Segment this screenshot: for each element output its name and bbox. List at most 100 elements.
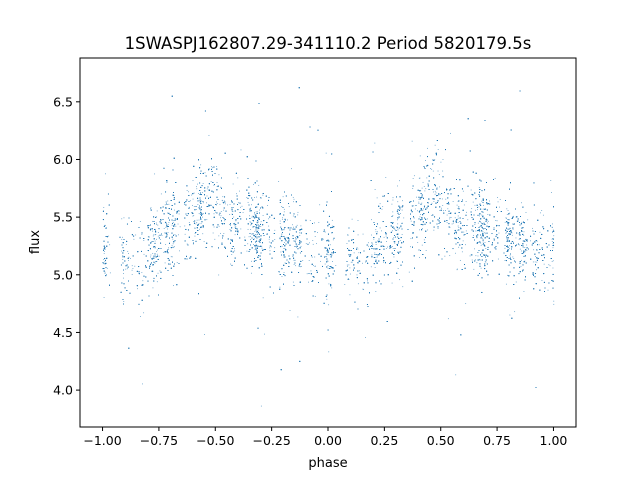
data-point bbox=[152, 230, 154, 232]
data-point bbox=[389, 246, 390, 247]
data-point bbox=[508, 247, 509, 248]
data-point bbox=[256, 221, 258, 223]
data-point bbox=[335, 265, 337, 266]
data-point bbox=[472, 230, 474, 232]
data-point bbox=[467, 219, 469, 221]
data-point bbox=[419, 229, 420, 231]
data-point bbox=[235, 226, 237, 228]
data-point bbox=[131, 265, 133, 267]
data-point bbox=[171, 256, 173, 258]
data-point bbox=[421, 187, 423, 189]
data-point bbox=[198, 199, 200, 201]
data-point bbox=[131, 269, 133, 271]
data-point bbox=[252, 215, 254, 217]
data-point bbox=[376, 256, 378, 258]
data-point bbox=[505, 232, 507, 234]
data-point bbox=[470, 189, 472, 191]
data-point bbox=[392, 226, 394, 227]
data-point bbox=[419, 257, 420, 258]
data-point bbox=[418, 197, 420, 199]
data-point bbox=[477, 222, 479, 224]
data-point bbox=[367, 245, 369, 247]
data-point bbox=[177, 223, 179, 225]
data-point bbox=[374, 252, 376, 254]
data-point bbox=[166, 250, 168, 252]
data-point bbox=[479, 258, 480, 260]
data-point bbox=[166, 223, 167, 224]
data-point bbox=[505, 283, 507, 285]
data-point bbox=[198, 219, 200, 221]
data-point bbox=[224, 220, 226, 222]
data-point bbox=[212, 232, 214, 234]
data-point bbox=[251, 204, 252, 206]
data-point bbox=[447, 318, 449, 320]
data-point bbox=[441, 198, 443, 200]
data-point bbox=[309, 242, 310, 244]
data-point bbox=[103, 259, 105, 261]
data-point bbox=[483, 244, 485, 246]
data-point bbox=[538, 244, 540, 246]
data-point bbox=[281, 276, 283, 277]
data-point bbox=[299, 232, 301, 234]
data-point bbox=[128, 256, 130, 258]
data-point bbox=[155, 246, 156, 248]
data-point bbox=[167, 224, 169, 225]
data-point bbox=[484, 232, 486, 233]
data-point bbox=[156, 224, 158, 225]
data-point bbox=[477, 252, 479, 253]
data-point bbox=[401, 222, 403, 224]
data-point bbox=[257, 211, 258, 213]
data-point bbox=[433, 201, 435, 202]
data-point bbox=[475, 255, 477, 257]
data-point bbox=[312, 265, 314, 267]
data-point bbox=[426, 218, 428, 220]
data-point bbox=[193, 215, 195, 216]
data-point bbox=[439, 186, 441, 188]
data-point bbox=[154, 234, 156, 236]
data-point bbox=[510, 241, 512, 243]
data-point bbox=[155, 234, 157, 235]
data-point bbox=[108, 235, 110, 237]
data-point bbox=[552, 243, 554, 244]
data-point bbox=[260, 226, 262, 228]
data-point bbox=[278, 181, 280, 182]
data-point bbox=[242, 212, 244, 214]
data-point bbox=[539, 231, 541, 233]
data-point bbox=[246, 250, 248, 252]
data-point bbox=[507, 274, 508, 276]
data-point bbox=[474, 248, 475, 250]
data-point bbox=[477, 255, 479, 257]
data-point bbox=[230, 263, 232, 265]
data-point bbox=[515, 237, 517, 239]
data-point bbox=[174, 234, 176, 236]
data-point bbox=[499, 198, 501, 200]
data-point bbox=[175, 225, 177, 227]
data-point bbox=[200, 210, 202, 212]
data-point bbox=[104, 261, 106, 263]
data-point bbox=[509, 255, 511, 257]
data-point bbox=[224, 203, 226, 205]
data-point bbox=[283, 228, 285, 230]
data-point bbox=[442, 159, 444, 160]
data-point bbox=[482, 211, 484, 213]
data-point bbox=[106, 274, 107, 275]
data-point bbox=[358, 252, 360, 254]
data-point bbox=[254, 197, 255, 198]
data-point bbox=[481, 237, 483, 239]
data-point bbox=[525, 212, 527, 213]
data-point bbox=[551, 261, 553, 262]
data-point bbox=[513, 258, 515, 259]
data-point bbox=[448, 213, 450, 214]
data-point bbox=[526, 239, 528, 240]
data-point bbox=[287, 219, 289, 221]
data-point bbox=[320, 260, 321, 262]
data-point bbox=[154, 262, 156, 264]
data-point bbox=[508, 234, 510, 236]
data-point bbox=[449, 226, 451, 228]
data-point bbox=[274, 239, 276, 240]
data-point bbox=[391, 203, 393, 205]
data-point bbox=[200, 216, 201, 218]
data-point bbox=[240, 149, 242, 151]
data-point bbox=[385, 235, 387, 237]
data-point bbox=[505, 217, 507, 219]
